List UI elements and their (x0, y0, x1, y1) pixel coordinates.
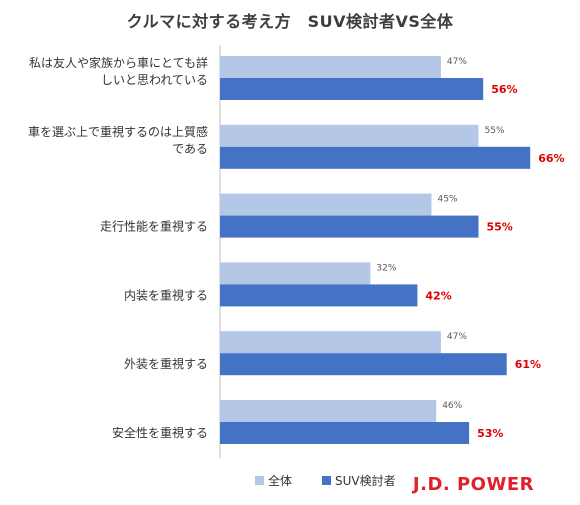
bar-all (220, 400, 437, 422)
data-label-all: 32% (376, 263, 396, 273)
bar-all (220, 56, 441, 78)
data-label-all: 45% (438, 195, 458, 205)
chart-title: クルマに対する考え方 SUV検討者VS全体 (126, 12, 454, 31)
bar-suv (220, 353, 507, 376)
data-label-suv: 66% (538, 152, 564, 165)
bar-all (220, 331, 441, 354)
data-label-suv: 61% (515, 358, 541, 371)
legend-item-all: 全体 (255, 472, 292, 489)
category-label: しいと思われている (101, 73, 208, 87)
category-label: 車を選ぶ上で重視するのは上質感 (28, 124, 208, 139)
bar-all (220, 193, 432, 216)
category-label: 私は友人や家族から車にとても詳 (29, 55, 208, 70)
data-label-all: 46% (442, 401, 462, 411)
data-label-all: 47% (447, 57, 467, 67)
bar-suv (220, 422, 470, 444)
jd-power-logo: J.D. POWER (412, 474, 534, 495)
legend-swatch-suv (322, 476, 332, 485)
data-label-suv: 55% (487, 221, 513, 234)
legend-swatch-all (255, 476, 264, 485)
legend-item-suv: SUV検討者 (322, 472, 396, 489)
data-label-all: 47% (447, 332, 467, 342)
category-label: 安全性を重視する (112, 425, 208, 440)
category-label: 走行性能を重視する (100, 219, 208, 234)
category-label: である (172, 142, 208, 156)
category-label: 内装を重視する (124, 287, 208, 302)
category-label: 外装を重視する (124, 356, 208, 371)
bar-suv (220, 146, 531, 169)
data-label-suv: 42% (425, 289, 451, 302)
data-label-suv: 56% (491, 83, 517, 96)
data-label-suv: 53% (477, 427, 503, 440)
legend: 全体 SUV検討者 (255, 472, 426, 489)
bar-suv (220, 78, 484, 100)
legend-label-all: 全体 (268, 474, 293, 488)
bar-suv (220, 215, 479, 238)
bar-all (220, 124, 479, 147)
bar-all (220, 262, 371, 285)
bar-suv (220, 284, 418, 307)
data-label-all: 55% (485, 126, 505, 136)
legend-label-suv: SUV検討者 (335, 474, 396, 488)
